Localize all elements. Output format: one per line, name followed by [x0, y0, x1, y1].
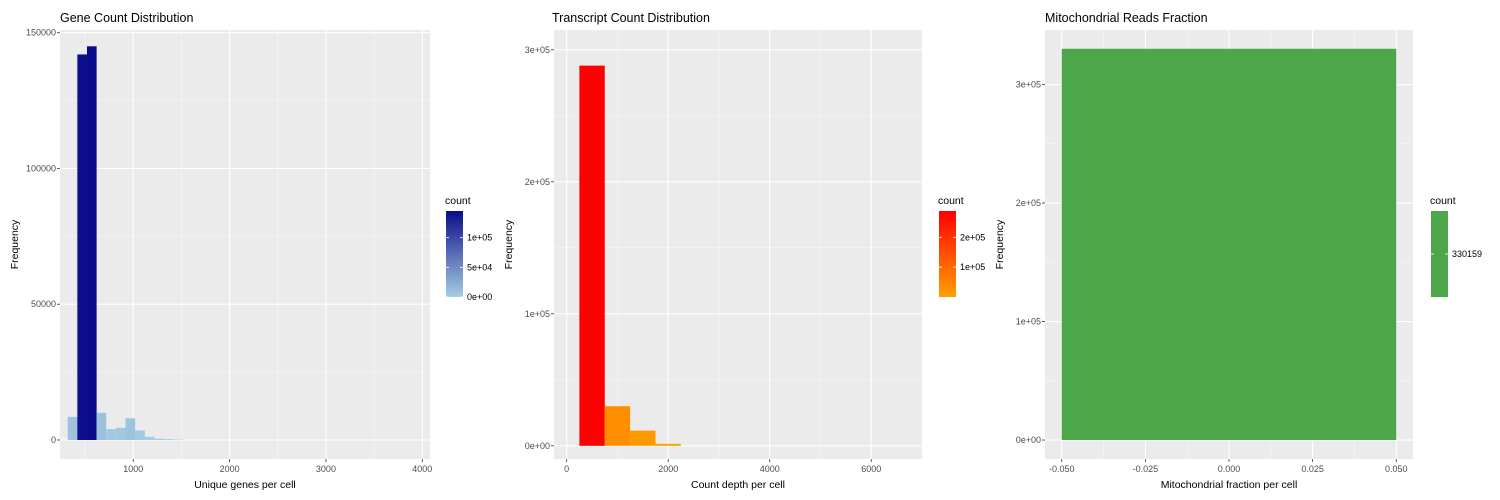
- x-tick-label: 6000: [861, 464, 881, 474]
- y-tick-label: 0: [51, 435, 56, 445]
- y-tick-label: 0e+00: [1016, 435, 1041, 445]
- x-tick-label: 4000: [412, 464, 432, 474]
- x-axis-title: Unique genes per cell: [194, 479, 296, 491]
- histogram-bar: [96, 412, 107, 440]
- legend-tick-label: 0e+00: [467, 292, 492, 302]
- histogram-bar: [77, 54, 87, 440]
- panel-title: Gene Count Distribution: [60, 11, 193, 25]
- histogram-bar: [125, 418, 136, 440]
- x-tick-label: 2000: [220, 464, 240, 474]
- panel-3: Mitochondrial Reads Fraction -0.050 -0.025…: [994, 11, 1482, 491]
- x-tick-label: 2000: [658, 464, 678, 474]
- x-tick-label: 1000: [123, 464, 143, 474]
- y-tick-label: 1e+05: [1016, 317, 1041, 327]
- x-tick-label: 0.000: [1218, 464, 1241, 474]
- y-axis-title: Frequency: [9, 219, 21, 269]
- y-tick-label: 0e+00: [525, 441, 550, 451]
- plot-background: [60, 30, 430, 459]
- histogram-bar: [630, 430, 656, 446]
- legend: count 1e+05 2e+05: [938, 195, 985, 297]
- y-tick-label: 1e+05: [525, 309, 550, 319]
- y-axis-title: Frequency: [503, 219, 515, 269]
- y-tick-label: 150000: [26, 28, 56, 38]
- panel-title: Transcript Count Distribution: [552, 11, 710, 25]
- legend: count 0e+00 5e+04 1e+05: [445, 195, 492, 302]
- histogram-bar: [164, 439, 174, 440]
- x-tick-label: 4000: [760, 464, 780, 474]
- x-axis-title: Count depth per cell: [691, 479, 785, 491]
- legend-tick-label: 2e+05: [960, 232, 985, 242]
- y-tick-label: 50000: [31, 299, 56, 309]
- y-tick-label: 3e+05: [1016, 80, 1041, 90]
- x-tick-label: -0.025: [1133, 464, 1159, 474]
- x-axis-title: Mitochondrial fraction per cell: [1161, 479, 1298, 491]
- legend-tick-label: 1e+05: [467, 233, 492, 243]
- legend-tick-label: 330159: [1452, 249, 1482, 259]
- legend-colorbar: [446, 211, 463, 297]
- histogram-bar: [106, 429, 116, 440]
- y-tick-label: 2e+05: [1016, 198, 1041, 208]
- panel-2: Transcript Count Distribution 0 2000 4000 60…: [503, 11, 985, 491]
- legend-tick-label: 1e+05: [960, 262, 985, 272]
- legend-tick-label: 5e+04: [467, 262, 492, 272]
- legend-title: count: [1430, 195, 1456, 207]
- histogram-bar: [655, 443, 681, 446]
- histogram-bar: [604, 406, 631, 446]
- y-tick-label: 2e+05: [525, 177, 550, 187]
- panel-title: Mitochondrial Reads Fraction: [1045, 11, 1208, 25]
- histogram-bar: [1061, 48, 1397, 441]
- legend-title: count: [938, 195, 964, 207]
- y-tick-label: 100000: [26, 163, 56, 173]
- histogram-bar: [86, 46, 97, 440]
- legend-colorbar: [939, 211, 956, 297]
- legend: count 330159: [1430, 195, 1482, 297]
- histogram-bar: [144, 436, 155, 440]
- x-tick-label: 3000: [316, 464, 336, 474]
- histogram-bar: [67, 416, 78, 440]
- histogram-bar: [579, 65, 605, 446]
- legend-title: count: [445, 195, 471, 207]
- plot-background: [554, 30, 922, 459]
- legend-colorbar: [1431, 211, 1448, 297]
- x-tick-label: 0.025: [1301, 464, 1324, 474]
- x-tick-label: 0: [564, 464, 569, 474]
- y-axis-title: Frequency: [994, 219, 1006, 269]
- x-tick-label: -0.050: [1049, 464, 1075, 474]
- y-tick-label: 3e+05: [525, 45, 550, 55]
- histogram-bar: [135, 430, 145, 440]
- histogram-bar: [115, 427, 126, 440]
- panel-1: Gene Count Distribution 1000 2000 3000 4000 0…: [9, 11, 492, 491]
- x-tick-label: 0.050: [1385, 464, 1408, 474]
- histogram-bar: [154, 438, 165, 440]
